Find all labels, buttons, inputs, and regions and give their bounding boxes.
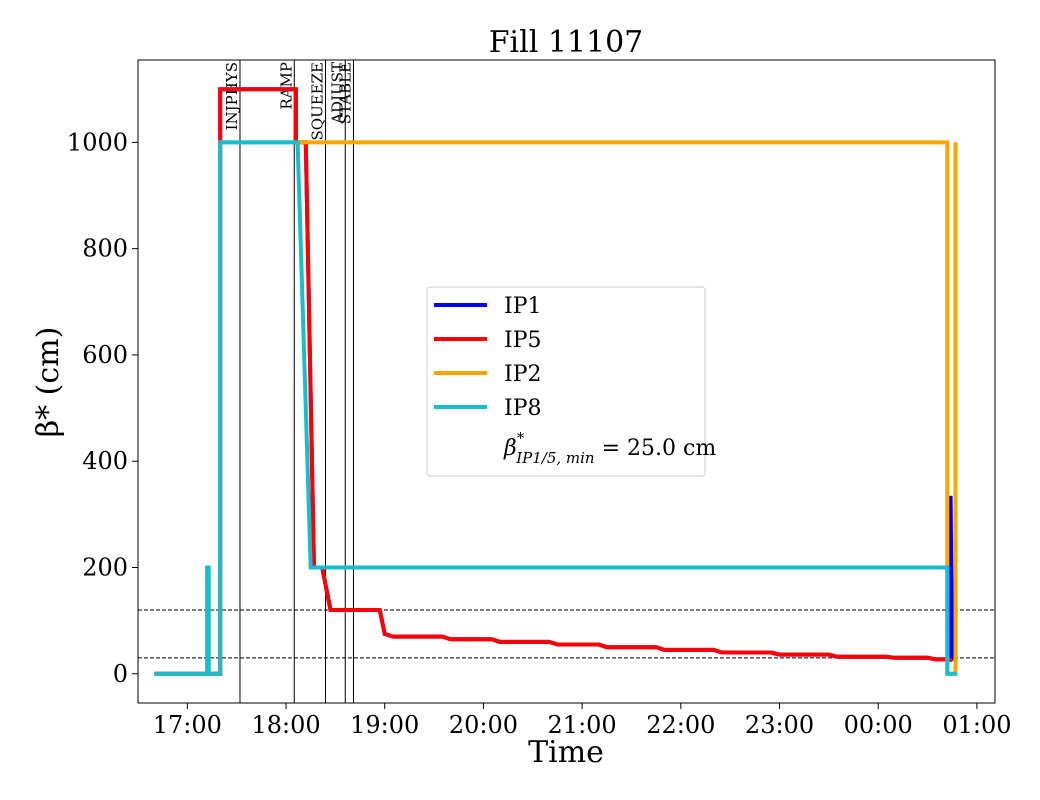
x-tick-label: 01:00 (942, 711, 1011, 739)
x-tick-label: 19:00 (350, 711, 419, 739)
series-line-ip8 (154, 140, 958, 676)
phase-label: SQUEEZE (309, 62, 327, 141)
x-tick-label: 17:00 (153, 711, 222, 739)
y-tick-label: 400 (82, 447, 128, 475)
phase-label: ADJUST (328, 62, 346, 125)
x-tick-label: 20:00 (449, 711, 518, 739)
x-axis: 17:00 18:00 19:00 20:00 21:00 22:00 23:00 00:00… (153, 703, 1011, 739)
series-lines (154, 87, 958, 676)
plot-frame (137, 59, 996, 704)
x-tick-label: 18:00 (251, 711, 320, 739)
y-axis-title: β* (cm) (31, 327, 66, 438)
series-line-ip5 (154, 87, 953, 676)
y-tick-label: 200 (82, 553, 128, 581)
chart-title: Fill 11107 (489, 25, 644, 60)
legend-box (426, 286, 706, 477)
legend-label: IP2 (504, 362, 542, 387)
legend-label: IP1 (504, 294, 542, 319)
x-tick-label: 22:00 (646, 711, 715, 739)
y-tick-label: 0 (113, 660, 128, 688)
x-tick-label: 00:00 (844, 711, 913, 739)
phase-label: INJPHYS (223, 62, 241, 130)
y-tick-label: 800 (82, 235, 128, 263)
phase-label: STABLE (336, 62, 354, 124)
y-tick-label: 1000 (67, 128, 128, 156)
y-axis: 0 200 400 600 800 1000 (67, 128, 138, 688)
x-axis-title: Time (528, 735, 604, 770)
x-tick-label: 21:00 (548, 711, 617, 739)
reference-lines (138, 609, 995, 659)
phase-label: RAMP (277, 62, 295, 110)
legend-label: IP5 (504, 328, 542, 353)
x-tick-label: 23:00 (745, 711, 814, 739)
legend-label: IP8 (504, 396, 542, 421)
legend: IP1 IP5 IP2 IP8 β* IP1/5, min = 25.0 cm (426, 286, 716, 477)
legend-note: β* IP1/5, min = 25.0 cm (503, 429, 716, 467)
y-tick-label: 600 (82, 341, 128, 369)
